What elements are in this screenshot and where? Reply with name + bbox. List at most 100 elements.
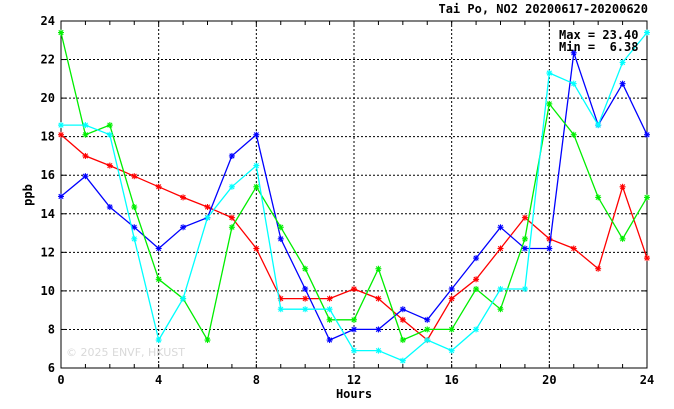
data-point: [106, 162, 113, 169]
data-point: [570, 131, 577, 138]
data-point: [155, 245, 162, 252]
series-2: [58, 49, 650, 344]
data-point: [277, 306, 284, 313]
ticks: 6 8 10 12 14 16 18 20 22 24 0 4 8 12 16 20 24: [41, 14, 655, 387]
series-3: [58, 29, 650, 344]
x-tick-label: 8: [253, 373, 260, 387]
series-1: [58, 131, 650, 344]
data-point: [546, 235, 553, 242]
data-point: [131, 235, 138, 242]
data-point: [131, 204, 138, 211]
y-tick-label: 10: [41, 284, 55, 298]
data-point: [570, 49, 577, 56]
data-point: [521, 245, 528, 252]
data-point: [82, 122, 89, 129]
data-point: [82, 173, 89, 180]
data-point: [228, 214, 235, 221]
data-point: [204, 337, 211, 344]
data-point: [106, 122, 113, 129]
data-point: [326, 316, 333, 323]
data-point: [521, 285, 528, 292]
data-point: [644, 194, 650, 201]
data-point: [82, 131, 89, 138]
data-point: [228, 183, 235, 190]
x-tick-label: 0: [57, 373, 64, 387]
data-point: [595, 122, 602, 129]
data-point: [448, 347, 455, 354]
x-tick-label: 20: [542, 373, 556, 387]
data-point: [644, 255, 650, 262]
data-point: [253, 162, 260, 169]
y-tick-label: 12: [41, 245, 55, 259]
x-tick-label: 12: [347, 373, 361, 387]
data-point: [326, 295, 333, 302]
data-point: [448, 295, 455, 302]
x-axis-label: Hours: [336, 387, 372, 401]
y-tick-label: 24: [41, 14, 55, 28]
data-point: [155, 183, 162, 190]
data-point: [155, 276, 162, 283]
data-point: [619, 235, 626, 242]
data-point: [302, 306, 309, 313]
data-point: [448, 285, 455, 292]
data-point: [521, 214, 528, 221]
data-point: [570, 80, 577, 87]
data-point: [155, 337, 162, 344]
data-point: [131, 173, 138, 180]
watermark: © 2025 ENVF, HKUST: [66, 346, 185, 359]
data-point: [546, 70, 553, 77]
data-point: [351, 316, 357, 323]
data-point: [253, 183, 260, 190]
data-point: [204, 214, 211, 221]
data-point: [375, 265, 382, 272]
chart-title: Tai Po, NO2 20200617-20200620: [438, 2, 648, 16]
data-point: [253, 245, 260, 252]
stats-min: Min = 6.38: [559, 40, 638, 54]
grid: [61, 21, 647, 368]
data-point: [58, 29, 64, 36]
data-point: [375, 326, 382, 333]
data-point: [497, 224, 504, 231]
data-point: [497, 306, 504, 313]
y-axis-label: ppb: [21, 184, 35, 206]
data-point: [546, 245, 553, 252]
series-4: [58, 29, 650, 364]
data-point: [619, 59, 626, 66]
data-point: [424, 316, 431, 323]
data-point: [58, 122, 64, 129]
y-tick-label: 14: [41, 207, 55, 221]
data-point: [497, 285, 504, 292]
y-tick-label: 18: [41, 130, 55, 144]
data-point: [228, 152, 235, 159]
data-point: [644, 29, 650, 36]
data-point: [277, 224, 284, 231]
data-point: [302, 285, 309, 292]
data-point: [399, 316, 406, 323]
data-point: [204, 204, 211, 211]
data-point: [180, 194, 187, 201]
y-tick-label: 8: [48, 322, 55, 336]
y-tick-label: 6: [48, 361, 55, 375]
data-point: [326, 337, 333, 344]
y-tick-label: 16: [41, 168, 55, 182]
data-point: [424, 337, 431, 344]
data-point: [473, 285, 480, 292]
data-point: [375, 347, 382, 354]
data-point: [58, 131, 64, 138]
data-point: [424, 326, 431, 333]
data-point: [473, 326, 480, 333]
data-point: [277, 235, 284, 242]
data-point: [180, 295, 187, 302]
data-point: [473, 255, 480, 262]
data-point: [351, 326, 357, 333]
series-group: [58, 29, 650, 364]
data-point: [180, 224, 187, 231]
data-point: [106, 204, 113, 211]
y-tick-label: 22: [41, 53, 55, 67]
data-point: [473, 276, 480, 283]
data-point: [497, 245, 504, 252]
data-point: [228, 224, 235, 231]
data-point: [521, 235, 528, 242]
x-tick-label: 4: [155, 373, 162, 387]
data-point: [58, 193, 64, 200]
